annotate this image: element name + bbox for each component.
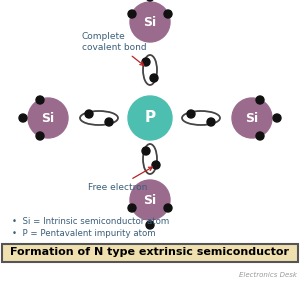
Circle shape bbox=[36, 132, 44, 140]
Circle shape bbox=[164, 10, 172, 18]
Text: •  Si = Intrinsic semiconductor atom: • Si = Intrinsic semiconductor atom bbox=[12, 217, 169, 226]
Circle shape bbox=[85, 110, 93, 118]
Circle shape bbox=[256, 132, 264, 140]
Circle shape bbox=[256, 96, 264, 104]
Text: Complete
covalent bond: Complete covalent bond bbox=[82, 32, 147, 65]
Text: •  P = Pentavalent impurity atom: • P = Pentavalent impurity atom bbox=[12, 230, 156, 239]
Text: Free electron: Free electron bbox=[88, 167, 152, 191]
Circle shape bbox=[128, 10, 136, 18]
Circle shape bbox=[128, 96, 172, 140]
Circle shape bbox=[273, 114, 281, 122]
Text: Si: Si bbox=[245, 112, 259, 124]
Ellipse shape bbox=[80, 111, 118, 125]
Text: Formation of N type extrinsic semiconductor: Formation of N type extrinsic semiconduc… bbox=[11, 247, 290, 257]
Ellipse shape bbox=[143, 55, 157, 85]
Circle shape bbox=[128, 204, 136, 212]
Circle shape bbox=[142, 147, 150, 155]
Circle shape bbox=[187, 110, 195, 118]
Text: P: P bbox=[144, 110, 156, 126]
Circle shape bbox=[232, 98, 272, 138]
Text: Si: Si bbox=[41, 112, 55, 124]
Text: Electronics Desk: Electronics Desk bbox=[239, 272, 297, 278]
Circle shape bbox=[152, 161, 160, 169]
Circle shape bbox=[36, 96, 44, 104]
Text: Si: Si bbox=[143, 15, 157, 28]
Circle shape bbox=[207, 118, 215, 126]
Circle shape bbox=[146, 0, 154, 1]
Circle shape bbox=[142, 58, 150, 66]
Circle shape bbox=[130, 2, 170, 42]
Circle shape bbox=[146, 221, 154, 229]
Ellipse shape bbox=[143, 144, 157, 174]
Ellipse shape bbox=[182, 111, 220, 125]
FancyBboxPatch shape bbox=[2, 244, 298, 262]
Text: Si: Si bbox=[143, 194, 157, 207]
Circle shape bbox=[105, 118, 113, 126]
Circle shape bbox=[164, 204, 172, 212]
Circle shape bbox=[130, 180, 170, 220]
Circle shape bbox=[150, 74, 158, 82]
Circle shape bbox=[19, 114, 27, 122]
Circle shape bbox=[28, 98, 68, 138]
